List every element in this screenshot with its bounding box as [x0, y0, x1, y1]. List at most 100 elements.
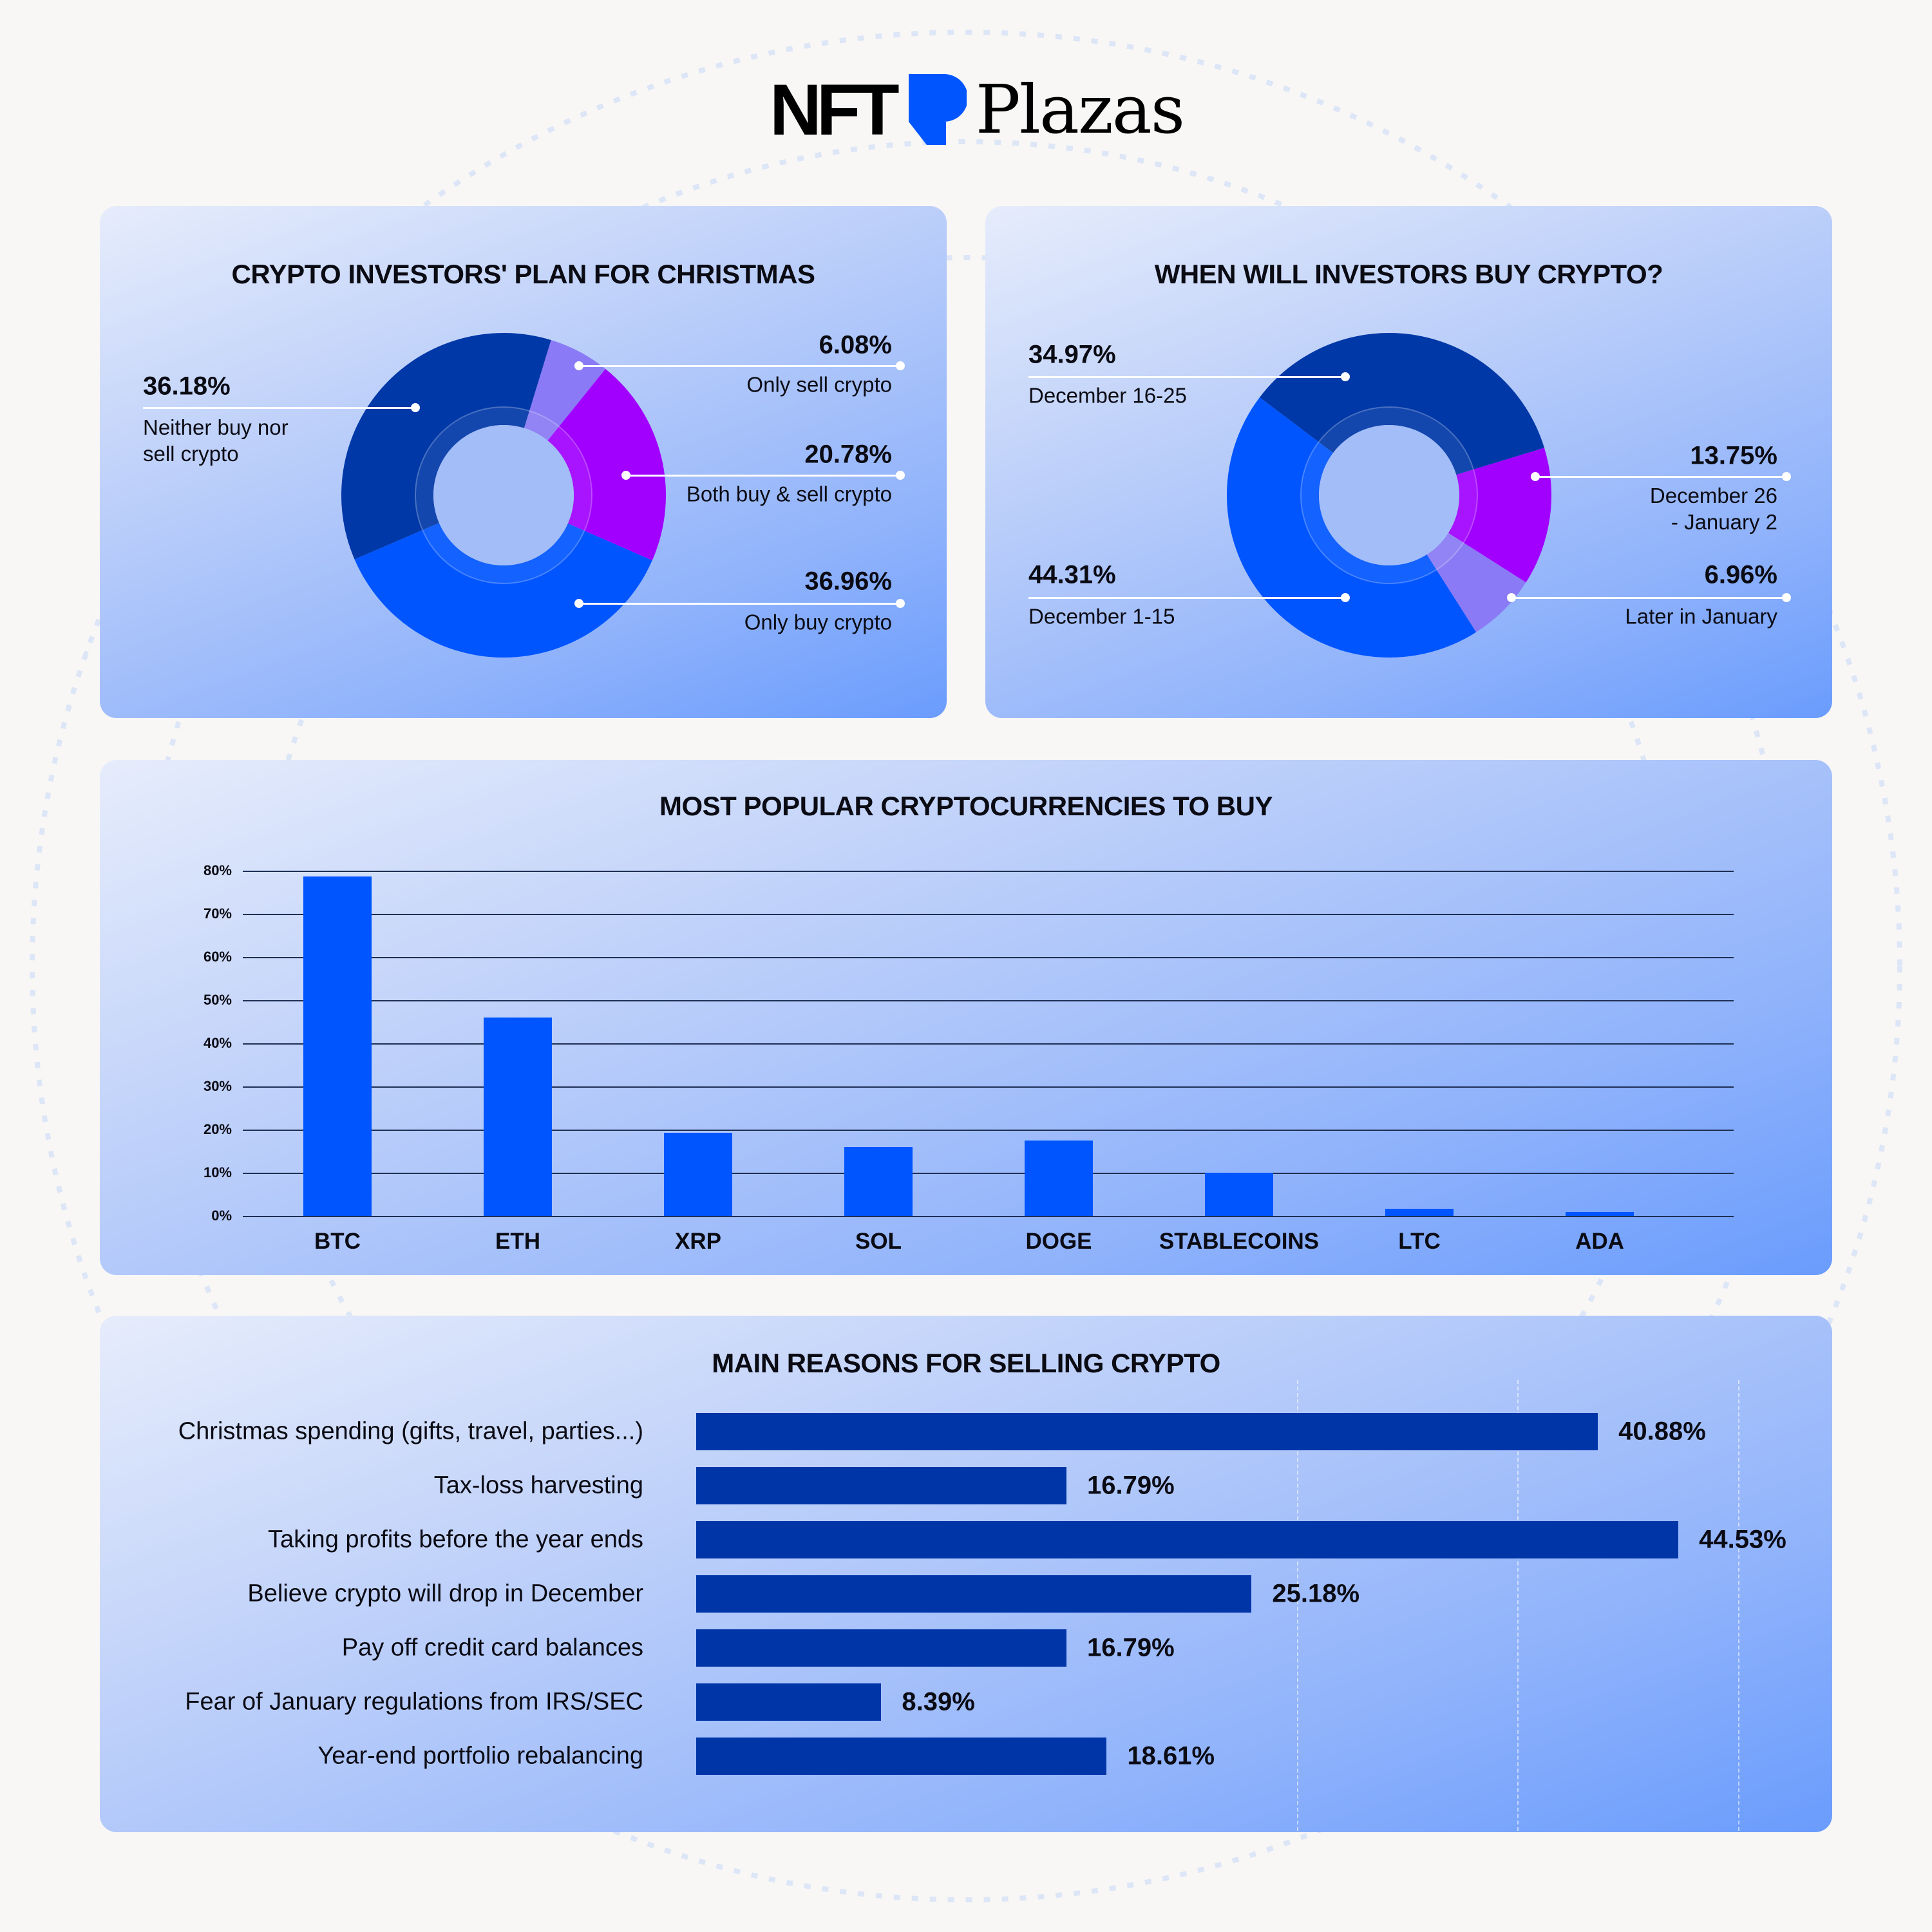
y-tick-label: 70% [203, 905, 232, 922]
bar-value-label: 40.88% [1618, 1417, 1706, 1446]
buy-timing-panel: WHEN WILL INVESTORS BUY CRYPTO? 34.97% D… [985, 206, 1832, 718]
slice-label: Neither buy nor sell crypto [143, 415, 289, 466]
bar-btc [303, 876, 372, 1216]
popular-crypto-panel: MOST POPULAR CRYPTOCURRENCIES TO BUY 0% 1… [100, 760, 1832, 1275]
gridline [243, 914, 1734, 915]
chart-title: WHEN WILL INVESTORS BUY CRYPTO? [1154, 259, 1663, 289]
donut-slice [1259, 333, 1544, 475]
category-label: Tax-loss harvesting [433, 1472, 643, 1499]
category-label: Taking profits before the year ends [267, 1526, 643, 1553]
category-label: Christmas spending (gifts, travel, parti… [178, 1417, 643, 1445]
reason-bar [696, 1738, 1107, 1775]
slice-label: Both buy & sell crypto [686, 482, 892, 506]
bar-ada [1566, 1211, 1634, 1216]
gridline [243, 1043, 1734, 1045]
bar-ltc [1385, 1209, 1454, 1216]
slice-value: 20.78% [804, 440, 892, 469]
category-label: Believe crypto will drop in December [247, 1580, 643, 1607]
gridline [243, 1130, 1734, 1131]
leader-dot [574, 361, 583, 370]
plazas-logo-mark-icon [908, 74, 967, 145]
leader-line [143, 407, 415, 409]
reason-bar [696, 1467, 1067, 1504]
leader-line [579, 603, 900, 605]
chart-title: MOST POPULAR CRYPTOCURRENCIES TO BUY [659, 791, 1273, 821]
slice-value: 36.18% [143, 372, 231, 401]
bar-sol [844, 1147, 913, 1216]
gridline [243, 957, 1734, 958]
y-tick-label: 60% [203, 949, 232, 965]
slice-label: December 16-25 [1028, 383, 1187, 408]
leader-dot [574, 599, 583, 608]
chart-title: MAIN REASONS FOR SELLING CRYPTO [712, 1348, 1220, 1378]
gridline [243, 1086, 1734, 1088]
gridline [243, 1173, 1734, 1174]
selling-reasons-panel: MAIN REASONS FOR SELLING CRYPTO Christma… [100, 1316, 1832, 1832]
y-tick-label: 80% [203, 862, 232, 878]
y-tick-label: 50% [203, 992, 232, 1008]
gridline [243, 1000, 1734, 1001]
leader-line [1535, 476, 1786, 478]
slice-label: Later in January [1625, 604, 1777, 629]
bar-eth [484, 1018, 552, 1216]
slice-value: 6.96% [1704, 560, 1777, 589]
leader-dot [896, 599, 905, 608]
reason-bar [696, 1683, 882, 1721]
bar-value-label: 16.79% [1087, 1471, 1175, 1500]
slice-label: December 26 - January 2 [1650, 482, 1777, 535]
leader-dot [1507, 593, 1516, 602]
slice-label-line1: December 26 [1649, 484, 1777, 507]
leader-dot [896, 471, 905, 480]
buy-timing-donut [1227, 333, 1551, 658]
y-tick-label: 20% [203, 1121, 232, 1137]
logo-plazas: Plazas [975, 70, 1185, 149]
leader-dot [1782, 593, 1791, 602]
christmas-plan-donut [341, 333, 666, 658]
bar-xrp [664, 1133, 732, 1216]
x-tick-label: ETH [495, 1229, 540, 1254]
x-tick-label: XRP [675, 1229, 721, 1254]
gridline [1738, 1380, 1739, 1831]
donut-slice [354, 523, 652, 658]
logo-nft: NFT [770, 69, 900, 150]
reason-bar [696, 1521, 1679, 1558]
donut-slice [341, 333, 551, 560]
x-tick-label: ADA [1575, 1229, 1624, 1254]
slice-label-line2: - January 2 [1671, 510, 1777, 534]
leader-line [626, 475, 900, 477]
x-tick-label: STABLECOINS [1159, 1229, 1320, 1254]
y-tick-label: 40% [203, 1035, 232, 1051]
donut-hole [433, 425, 574, 565]
slice-value: 13.75% [1690, 441, 1777, 470]
selling-reasons-bar-chart: Christmas spending (gifts, travel, parti… [100, 1316, 1832, 1832]
bar-value-label: 18.61% [1127, 1741, 1215, 1770]
leader-line [1028, 597, 1345, 599]
y-tick-label: 0% [211, 1208, 232, 1224]
donut-slice [1227, 397, 1477, 658]
x-tick-label: LTC [1398, 1229, 1441, 1254]
slice-value: 34.97% [1028, 340, 1116, 369]
x-tick-label: DOGE [1025, 1229, 1092, 1254]
chart-title: CRYPTO INVESTORS' PLAN FOR CHRISTMAS [231, 259, 815, 289]
gridline [243, 871, 1734, 872]
category-label: Pay off credit card balances [341, 1634, 643, 1662]
slice-value: 36.96% [804, 567, 892, 596]
bar-value-label: 44.53% [1699, 1525, 1786, 1554]
christmas-plan-panel: CRYPTO INVESTORS' PLAN FOR CHRISTMAS 36.… [100, 206, 947, 718]
donut-slice [547, 368, 666, 561]
reason-bar [696, 1629, 1067, 1667]
slice-label: December 1-15 [1028, 604, 1175, 629]
gridline [1517, 1380, 1519, 1831]
leader-dot [411, 403, 420, 412]
donut-hole [1319, 425, 1459, 565]
slice-value: 44.31% [1028, 560, 1116, 589]
donut-slice [1448, 448, 1551, 583]
reason-bar [696, 1413, 1598, 1450]
leader-dot [1782, 472, 1791, 481]
slice-value: 6.08% [819, 330, 892, 359]
leader-dot [1341, 372, 1350, 381]
leader-dot [1531, 472, 1540, 481]
gridline [243, 1216, 1734, 1217]
y-tick-label: 10% [203, 1164, 232, 1180]
